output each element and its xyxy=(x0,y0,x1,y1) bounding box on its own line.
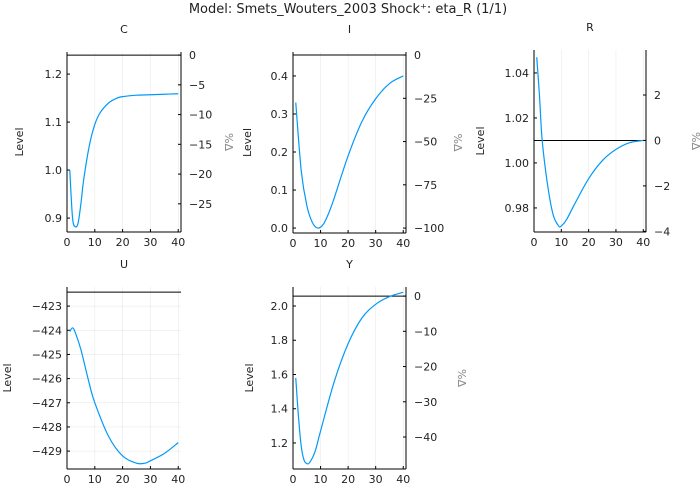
y-axis-label: Level xyxy=(1,363,14,392)
irf-line-y xyxy=(295,291,404,465)
y-tick-label: 1.02 xyxy=(505,112,530,125)
subplot-title: U xyxy=(120,258,128,271)
figure-title: Model: Smets_Wouters_2003 Shock⁺: eta_R … xyxy=(189,2,507,17)
subplot-i: 0 10 20 30 40 0.0 0.1 0.2 0.3 0.4 0 −25 −50 −75 −100 %Δ… xyxy=(241,23,464,250)
y2-tick-label: −15 xyxy=(189,138,212,151)
x-tick-label: 0 xyxy=(531,236,538,249)
y-tick-label: 0.4 xyxy=(271,70,289,83)
y-axis-label: Level xyxy=(243,363,256,392)
x-tick-label: 40 xyxy=(171,236,185,249)
x-tick-label: 30 xyxy=(369,473,383,486)
y-tick-label: 1.8 xyxy=(271,334,289,347)
x-tick-label: 20 xyxy=(582,236,596,249)
y-axis-label: Level xyxy=(474,126,487,155)
y2-tick-label: −4 xyxy=(654,225,670,238)
y-tick-label: −424 xyxy=(32,324,62,337)
subplot-u: 0 10 20 30 40 −423 −424 −425 −426 −427 −428 −429 U Le… xyxy=(1,258,185,486)
x-tick-label: 0 xyxy=(64,236,71,249)
y2-tick-label: −20 xyxy=(414,361,437,374)
y2-tick-label: −25 xyxy=(189,198,212,211)
y-tick-label: 1.1 xyxy=(45,116,63,129)
y2-tick-label: 0 xyxy=(414,49,421,62)
x-tick-label: 30 xyxy=(143,473,157,486)
x-tick-label: 10 xyxy=(88,473,102,486)
y-tick-label: 0.9 xyxy=(45,212,63,225)
x-tick-label: 0 xyxy=(290,473,297,486)
x-tick-label: 40 xyxy=(636,236,650,249)
y-tick-label: 0.1 xyxy=(271,184,289,197)
y-tick-label: 1.2 xyxy=(271,437,289,450)
y-tick-label: 1.4 xyxy=(271,403,289,416)
x-tick-label: 0 xyxy=(64,473,71,486)
y2-tick-label: −5 xyxy=(189,79,205,92)
x-tick-label: 40 xyxy=(396,237,410,250)
y-tick-label: 0.2 xyxy=(271,146,289,159)
y-axis-label: Level xyxy=(241,128,254,157)
x-tick-label: 10 xyxy=(88,236,102,249)
x-tick-label: 40 xyxy=(171,473,185,486)
y2-tick-label: 0 xyxy=(189,49,196,62)
irf-line-r xyxy=(536,57,644,228)
y-tick-label: −429 xyxy=(32,445,62,458)
y2-tick-label: −100 xyxy=(414,222,444,235)
y2-axis-label: %Δ xyxy=(222,133,235,151)
y2-tick-label: −10 xyxy=(414,325,437,338)
x-tick-label: 30 xyxy=(609,236,623,249)
x-tick-label: 10 xyxy=(314,473,328,486)
subplot-title: C xyxy=(120,23,128,36)
y-tick-label: 2.0 xyxy=(271,300,289,313)
y-tick-label: 0.98 xyxy=(505,202,530,215)
irf-line-i xyxy=(295,75,404,229)
y2-tick-label: −30 xyxy=(414,396,437,409)
irf-line-u xyxy=(69,327,179,465)
y2-tick-label: 2 xyxy=(654,89,661,102)
x-tick-label: 10 xyxy=(554,236,568,249)
y-tick-label: 1.2 xyxy=(45,68,63,81)
x-tick-label: 0 xyxy=(290,237,297,250)
y2-tick-label: −10 xyxy=(189,109,212,122)
y2-tick-label: 0 xyxy=(654,134,661,147)
x-tick-label: 30 xyxy=(369,237,383,250)
y2-axis-label: %Δ xyxy=(451,134,464,152)
y2-tick-label: 0 xyxy=(414,290,421,303)
y-tick-label: 1.0 xyxy=(45,164,63,177)
y-tick-label: 1.00 xyxy=(505,157,530,170)
subplot-y: 0 10 20 30 40 1.2 1.4 1.6 1.8 2.0 0 −10 −20 −30 −40 %Δ Y… xyxy=(243,258,468,486)
y-tick-label: 0.3 xyxy=(271,108,289,121)
y2-tick-label: −2 xyxy=(654,180,670,193)
y2-tick-label: −25 xyxy=(414,92,437,105)
y2-tick-label: −20 xyxy=(189,168,212,181)
y2-axis-label: %Δ xyxy=(455,369,468,387)
y-tick-label: 0.0 xyxy=(271,222,289,235)
y2-tick-label: −40 xyxy=(414,431,437,444)
x-tick-label: 40 xyxy=(396,473,410,486)
x-tick-label: 20 xyxy=(116,473,130,486)
subplot-title: Y xyxy=(345,258,353,271)
irf-line-c xyxy=(69,93,179,228)
y-tick-label: −423 xyxy=(32,300,62,313)
y-tick-label: −428 xyxy=(32,421,62,434)
x-tick-label: 20 xyxy=(341,237,355,250)
x-tick-label: 10 xyxy=(314,237,328,250)
y-tick-label: −427 xyxy=(32,397,62,410)
x-tick-label: 30 xyxy=(143,236,157,249)
subplot-c: 0 10 20 30 40 0.9 1.0 1.1 1.2 0 −5 −10 −15 −20 −25 %Δ C L… xyxy=(13,23,235,249)
y-tick-label: −425 xyxy=(32,348,62,361)
y2-tick-label: −50 xyxy=(414,136,437,149)
y2-axis-label: %Δ xyxy=(689,132,700,150)
y-tick-label: 1.04 xyxy=(505,67,530,80)
y-tick-label: −426 xyxy=(32,373,62,386)
y-tick-label: 1.6 xyxy=(271,368,289,381)
y-axis-label: Level xyxy=(13,127,26,156)
subplot-title: I xyxy=(348,23,351,36)
x-tick-label: 20 xyxy=(341,473,355,486)
y2-tick-label: −75 xyxy=(414,179,437,192)
subplot-title: R xyxy=(586,21,594,34)
x-tick-label: 20 xyxy=(116,236,130,249)
